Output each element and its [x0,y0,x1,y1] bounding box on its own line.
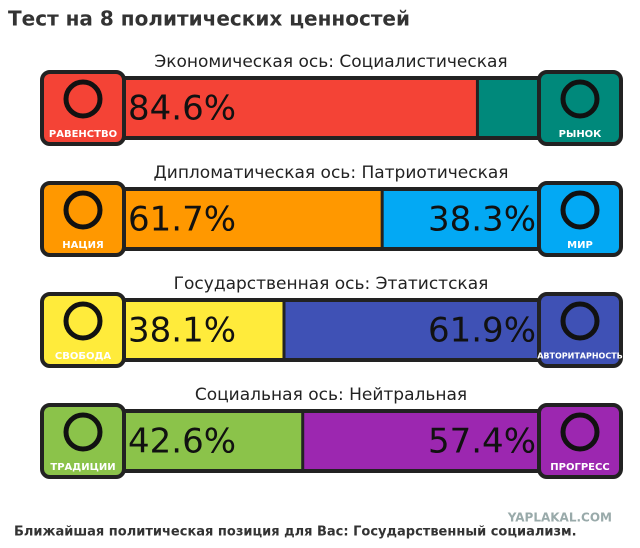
icon [63,301,103,341]
right-segment [383,191,540,247]
icon-label: РАВЕНСТВО [49,129,117,140]
icon-label: НАЦИЯ [62,240,103,251]
icon [63,190,103,230]
axis-title: Дипломатическая ось: Патриотическая [153,163,508,183]
icon-box [40,292,126,368]
left-segment [124,302,283,358]
left-percent: 61.7% [128,200,236,240]
icon-label: МИР [567,240,593,251]
left-segment [124,191,381,247]
icon-box [537,403,623,479]
icon [560,412,600,452]
right-percent: 61.9% [428,311,536,351]
icon-box [537,292,623,368]
page-title: Тест на 8 политических ценностей [8,7,410,31]
right-segment [285,302,540,358]
left-percent: 38.1% [128,311,236,351]
axis-title: Экономическая ось: Социалистическая [154,52,507,72]
left-percent: 84.6% [128,89,236,129]
icon-label: РЫНОК [559,129,603,140]
axis-title: Государственная ось: Этатистская [174,274,489,294]
icon-label: ТРАДИЦИИ [50,462,115,473]
icon-label: ПРОГРЕСС [550,462,609,473]
right-percent: 57.4% [428,422,536,462]
footer: Ближайшая политическая позиция для Вас: … [14,525,577,540]
watermark: YAPLAKAL.COM [507,511,612,525]
icon-box [40,70,126,146]
icon [560,79,600,119]
icon-label: АВТОРИТАРНОСТЬ [537,352,623,361]
icon [560,190,600,230]
icon-label: СВОБОДА [55,351,111,362]
icon-box [537,181,623,257]
icon [63,79,103,119]
right-segment [478,80,540,136]
icon [63,412,103,452]
icon [560,301,600,341]
left-percent: 42.6% [128,422,236,462]
right-percent: 38.3% [428,200,536,240]
axis-title: Социальная ось: Нейтральная [195,385,467,405]
icon-box [40,181,126,257]
icon-box [537,70,623,146]
icon-box [40,403,126,479]
right-segment [304,413,540,469]
left-segment [124,413,302,469]
left-segment [124,80,476,136]
